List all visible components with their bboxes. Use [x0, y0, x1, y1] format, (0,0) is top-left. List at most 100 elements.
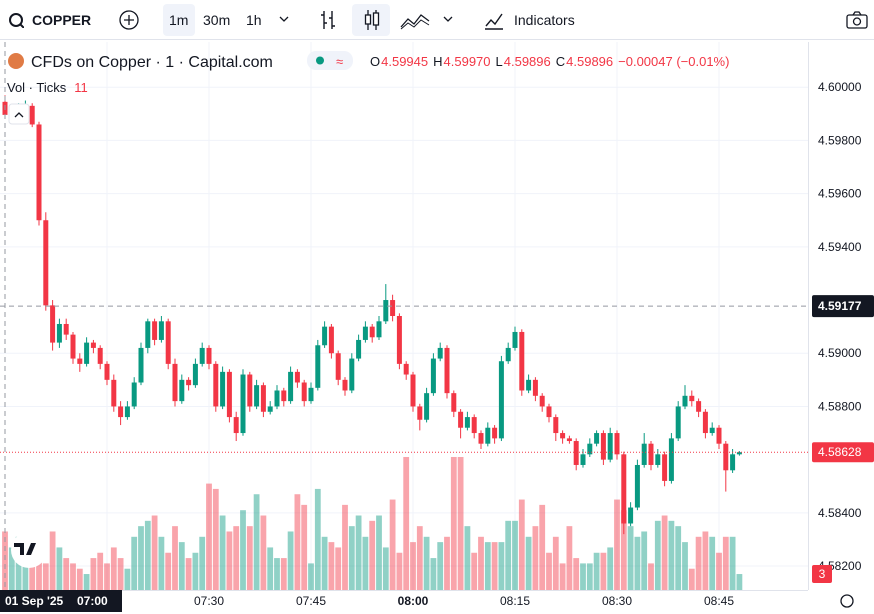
- candle-body: [152, 321, 158, 340]
- volume-value: 11: [74, 80, 88, 95]
- volume-bar: [498, 542, 505, 590]
- volume-bar: [233, 526, 240, 590]
- volume-bar: [2, 531, 8, 590]
- compare-button[interactable]: [118, 9, 140, 31]
- y-tick-label: 4.58800: [818, 399, 862, 413]
- tv-logo: [14, 543, 36, 555]
- candles-button[interactable]: [362, 8, 382, 32]
- candle-body: [158, 321, 164, 340]
- indicators-icon[interactable]: [483, 9, 505, 31]
- volume-bar: [240, 510, 246, 590]
- candle-body: [138, 347, 144, 383]
- intervals-dropdown[interactable]: [278, 15, 290, 25]
- candle-body: [573, 441, 579, 465]
- volume-bar: [42, 563, 49, 590]
- candle-body: [485, 427, 491, 444]
- crosshair-date: 01 Sep '25: [5, 594, 64, 608]
- crosshair-price: 4.59177: [818, 299, 862, 313]
- volume-bar: [172, 526, 178, 590]
- interval[interactable]: 30m: [203, 12, 231, 28]
- crosshair-price-box: [812, 295, 874, 318]
- interval[interactable]: 1h: [246, 12, 262, 28]
- y-tick-label: 4.59400: [818, 240, 862, 254]
- volume-bar: [308, 563, 314, 590]
- volume-bar: [702, 531, 709, 590]
- volume-bar: [539, 504, 546, 590]
- candle-body: [226, 371, 232, 418]
- volume-bar: [382, 547, 389, 590]
- candle-body: [301, 382, 307, 402]
- candle-body: [342, 379, 348, 391]
- volume-bar: [246, 526, 253, 590]
- volume-bar: [185, 558, 192, 590]
- x-tick-label: 08:45: [704, 594, 734, 608]
- y-tick-label: 4.58400: [818, 506, 862, 520]
- volume-bar: [56, 547, 63, 590]
- candle-body: [349, 358, 355, 391]
- volume-bar: [478, 536, 484, 590]
- candle-body: [716, 427, 722, 444]
- candle-body: [56, 323, 62, 343]
- symbol[interactable]: COPPER: [32, 12, 92, 28]
- area-button[interactable]: [400, 10, 430, 30]
- x-tick-label: 08:15: [500, 594, 530, 608]
- interval[interactable]: 1m: [169, 12, 189, 28]
- volume-bar: [22, 558, 29, 590]
- volume-bar: [90, 558, 97, 590]
- volume-bar: [593, 552, 600, 590]
- last-volume-box: [812, 565, 832, 584]
- candle-body: [600, 433, 606, 460]
- volume-bar: [675, 526, 682, 590]
- candle-body: [526, 379, 532, 391]
- ohlc-key: H: [433, 54, 442, 69]
- candle-body: [417, 406, 423, 420]
- x-tick-label: 07:45: [296, 594, 326, 608]
- indicators[interactable]: Indicators: [514, 12, 575, 28]
- ohlc-change: −0.00047 (−0.01%): [618, 54, 729, 69]
- volume-bar: [532, 526, 539, 590]
- volume-bar: [342, 504, 348, 590]
- candle-body: [315, 345, 321, 388]
- y-tick-label: 4.59800: [818, 133, 862, 147]
- candle-body: [614, 433, 620, 455]
- volume-bar: [178, 542, 185, 590]
- volume-bar: [8, 547, 15, 590]
- candle-body: [709, 427, 715, 434]
- volume-bar: [546, 552, 552, 590]
- crosshair-time-box: [0, 590, 122, 612]
- volume-bar: [729, 536, 736, 590]
- candle-body: [512, 331, 518, 348]
- volume-bar: [444, 536, 450, 590]
- candle-body: [84, 342, 90, 364]
- candle-body: [519, 331, 525, 391]
- volume-bar: [165, 552, 172, 590]
- candle-body: [281, 390, 287, 402]
- candle-body: [492, 427, 498, 439]
- volume-bar: [491, 542, 498, 590]
- volume-bar: [83, 574, 90, 590]
- volume-bar: [110, 547, 117, 590]
- snapshot-button[interactable]: [845, 10, 869, 30]
- candle-body: [702, 411, 708, 434]
- x-tick-label: 08:00: [398, 594, 429, 608]
- candle-body: [451, 393, 457, 412]
- candle-body: [43, 220, 49, 306]
- volume-bar: [695, 536, 702, 590]
- volume-bar: [253, 494, 260, 590]
- candle-body: [192, 363, 198, 386]
- volume-bar: [36, 542, 42, 590]
- candle-body: [648, 443, 654, 465]
- candle-body: [145, 321, 151, 348]
- chart-type-dropdown[interactable]: [442, 15, 454, 25]
- volume-bar: [376, 515, 382, 590]
- bars-button[interactable]: [318, 9, 338, 31]
- volume-bar: [709, 536, 716, 590]
- volume-bar: [104, 563, 110, 590]
- candle-body: [607, 433, 613, 460]
- candle-body: [213, 363, 219, 407]
- candle-body: [730, 454, 736, 471]
- collapse-icon: [14, 112, 24, 118]
- candle-body: [50, 305, 56, 343]
- candle-body: [172, 363, 178, 402]
- volume-bar: [716, 552, 722, 590]
